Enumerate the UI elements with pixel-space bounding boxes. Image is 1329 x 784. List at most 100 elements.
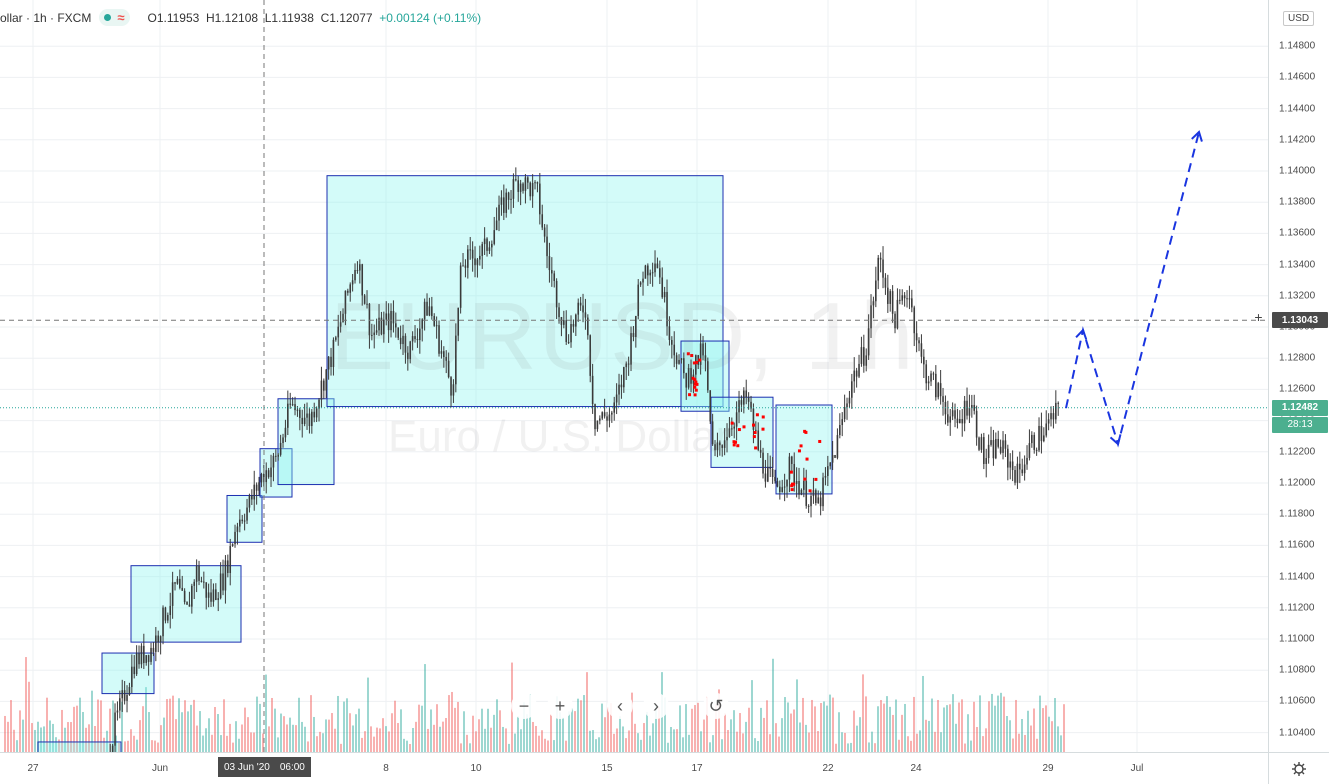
volume-bar xyxy=(385,726,387,752)
candle-body xyxy=(899,299,901,301)
candle-body xyxy=(356,269,359,271)
candle-body xyxy=(452,384,455,396)
candle-body xyxy=(1002,440,1004,453)
volume-bar xyxy=(982,736,984,752)
zoom-out-button[interactable]: − xyxy=(511,693,537,719)
volume-bar xyxy=(730,719,732,752)
red-dot xyxy=(690,354,694,358)
crosshair-plus-icon[interactable]: + xyxy=(1254,308,1263,325)
candle-body xyxy=(803,480,805,490)
candle-body xyxy=(947,414,949,423)
candle-body xyxy=(915,333,918,341)
red-dot xyxy=(686,352,690,356)
candle-body xyxy=(1050,413,1052,420)
candle-body xyxy=(680,358,683,360)
volume-bar xyxy=(880,699,882,752)
market-status-badge[interactable]: ≈ xyxy=(99,9,130,26)
price-axis[interactable]: USD 1.14800 1.14600 1.14400 1.14200 1.14000 1… xyxy=(1268,0,1329,752)
candle-body xyxy=(683,358,685,374)
candle-body xyxy=(258,482,260,491)
volume-bar xyxy=(877,706,879,752)
candle-body xyxy=(685,373,688,388)
red-dot xyxy=(736,444,740,448)
volume-bar xyxy=(442,721,444,752)
volume-bar xyxy=(937,699,939,752)
volume-bar xyxy=(91,690,93,752)
chart-canvas[interactable] xyxy=(0,0,1268,752)
candle-body xyxy=(611,412,613,415)
volume-bar xyxy=(532,721,534,752)
red-dot xyxy=(691,376,695,380)
volume-bar xyxy=(283,716,285,752)
candle-body xyxy=(858,363,860,377)
candle-body xyxy=(351,280,354,285)
volume-bar xyxy=(229,723,231,752)
chart-pane[interactable]: EURUSD, 1h Euro / U.S. Dollar ollar · 1h… xyxy=(0,0,1268,752)
arrow-head xyxy=(1075,328,1088,340)
candle-body xyxy=(764,473,767,482)
volume-bar xyxy=(313,716,315,752)
candle-body xyxy=(572,324,575,327)
candle-body xyxy=(171,582,174,606)
volume-bar xyxy=(361,737,363,752)
price-tick: 1.12800 xyxy=(1279,352,1316,364)
candle-body xyxy=(251,495,253,500)
candle-body xyxy=(459,265,462,308)
candle-body xyxy=(747,397,750,402)
candle-body xyxy=(637,284,640,316)
candle-body xyxy=(906,298,908,300)
scroll-right-button[interactable]: › xyxy=(643,693,669,719)
volume-bar xyxy=(208,718,210,752)
projection-line xyxy=(1065,131,1200,448)
candlestick-series xyxy=(109,167,1060,752)
candle-body xyxy=(531,182,534,197)
candle-body xyxy=(594,404,596,430)
price-tick: 1.14200 xyxy=(1279,134,1316,146)
time-axis[interactable]: 27 Jun 8 10 15 17 22 24 29 Jul 03 Jun '20 06:00 xyxy=(0,752,1268,784)
volume-bar xyxy=(487,708,489,752)
zoom-in-button[interactable]: + xyxy=(547,693,573,719)
candle-body xyxy=(294,404,296,411)
volume-bar xyxy=(949,704,951,752)
candle-body xyxy=(599,418,601,421)
candle-body xyxy=(123,690,126,701)
volume-bar xyxy=(265,674,267,752)
red-dot xyxy=(693,378,697,382)
volume-bar xyxy=(889,706,891,752)
candle-body xyxy=(810,496,812,507)
scroll-left-button[interactable]: ‹ xyxy=(607,693,633,719)
candle-body xyxy=(493,230,496,244)
chart-settings-button[interactable] xyxy=(1268,752,1329,784)
candle-body xyxy=(414,336,416,340)
candle-body xyxy=(911,298,913,308)
volume-bar xyxy=(802,697,804,752)
candle-body xyxy=(193,581,196,586)
candle-body xyxy=(687,367,690,388)
crosshair-time: 06:00 xyxy=(279,761,305,773)
candle-body xyxy=(198,565,200,581)
currency-badge[interactable]: USD xyxy=(1283,11,1315,26)
volume-bar xyxy=(895,699,897,752)
candle-body xyxy=(829,462,832,467)
candle-body xyxy=(179,578,181,588)
candle-body xyxy=(435,325,438,327)
red-dot xyxy=(698,358,702,362)
symbol-label[interactable]: ollar · 1h · FXCM xyxy=(0,10,92,25)
arrow-head xyxy=(1109,434,1122,446)
candle-body xyxy=(174,582,176,584)
candle-body xyxy=(608,414,611,421)
volume-bar xyxy=(118,742,120,752)
volume-bar xyxy=(472,715,474,752)
volume-bar xyxy=(163,717,165,752)
candle-body xyxy=(721,445,724,448)
candle-body xyxy=(150,647,152,662)
volume-bar xyxy=(355,714,357,752)
candle-body xyxy=(284,427,287,438)
volume-bar xyxy=(865,696,867,752)
volume-bar xyxy=(676,729,678,752)
candle-body xyxy=(733,426,736,429)
reset-chart-button[interactable]: ↺ xyxy=(703,693,729,719)
volume-bar xyxy=(688,734,690,752)
candle-body xyxy=(239,519,241,527)
time-tick: 8 xyxy=(383,763,389,774)
